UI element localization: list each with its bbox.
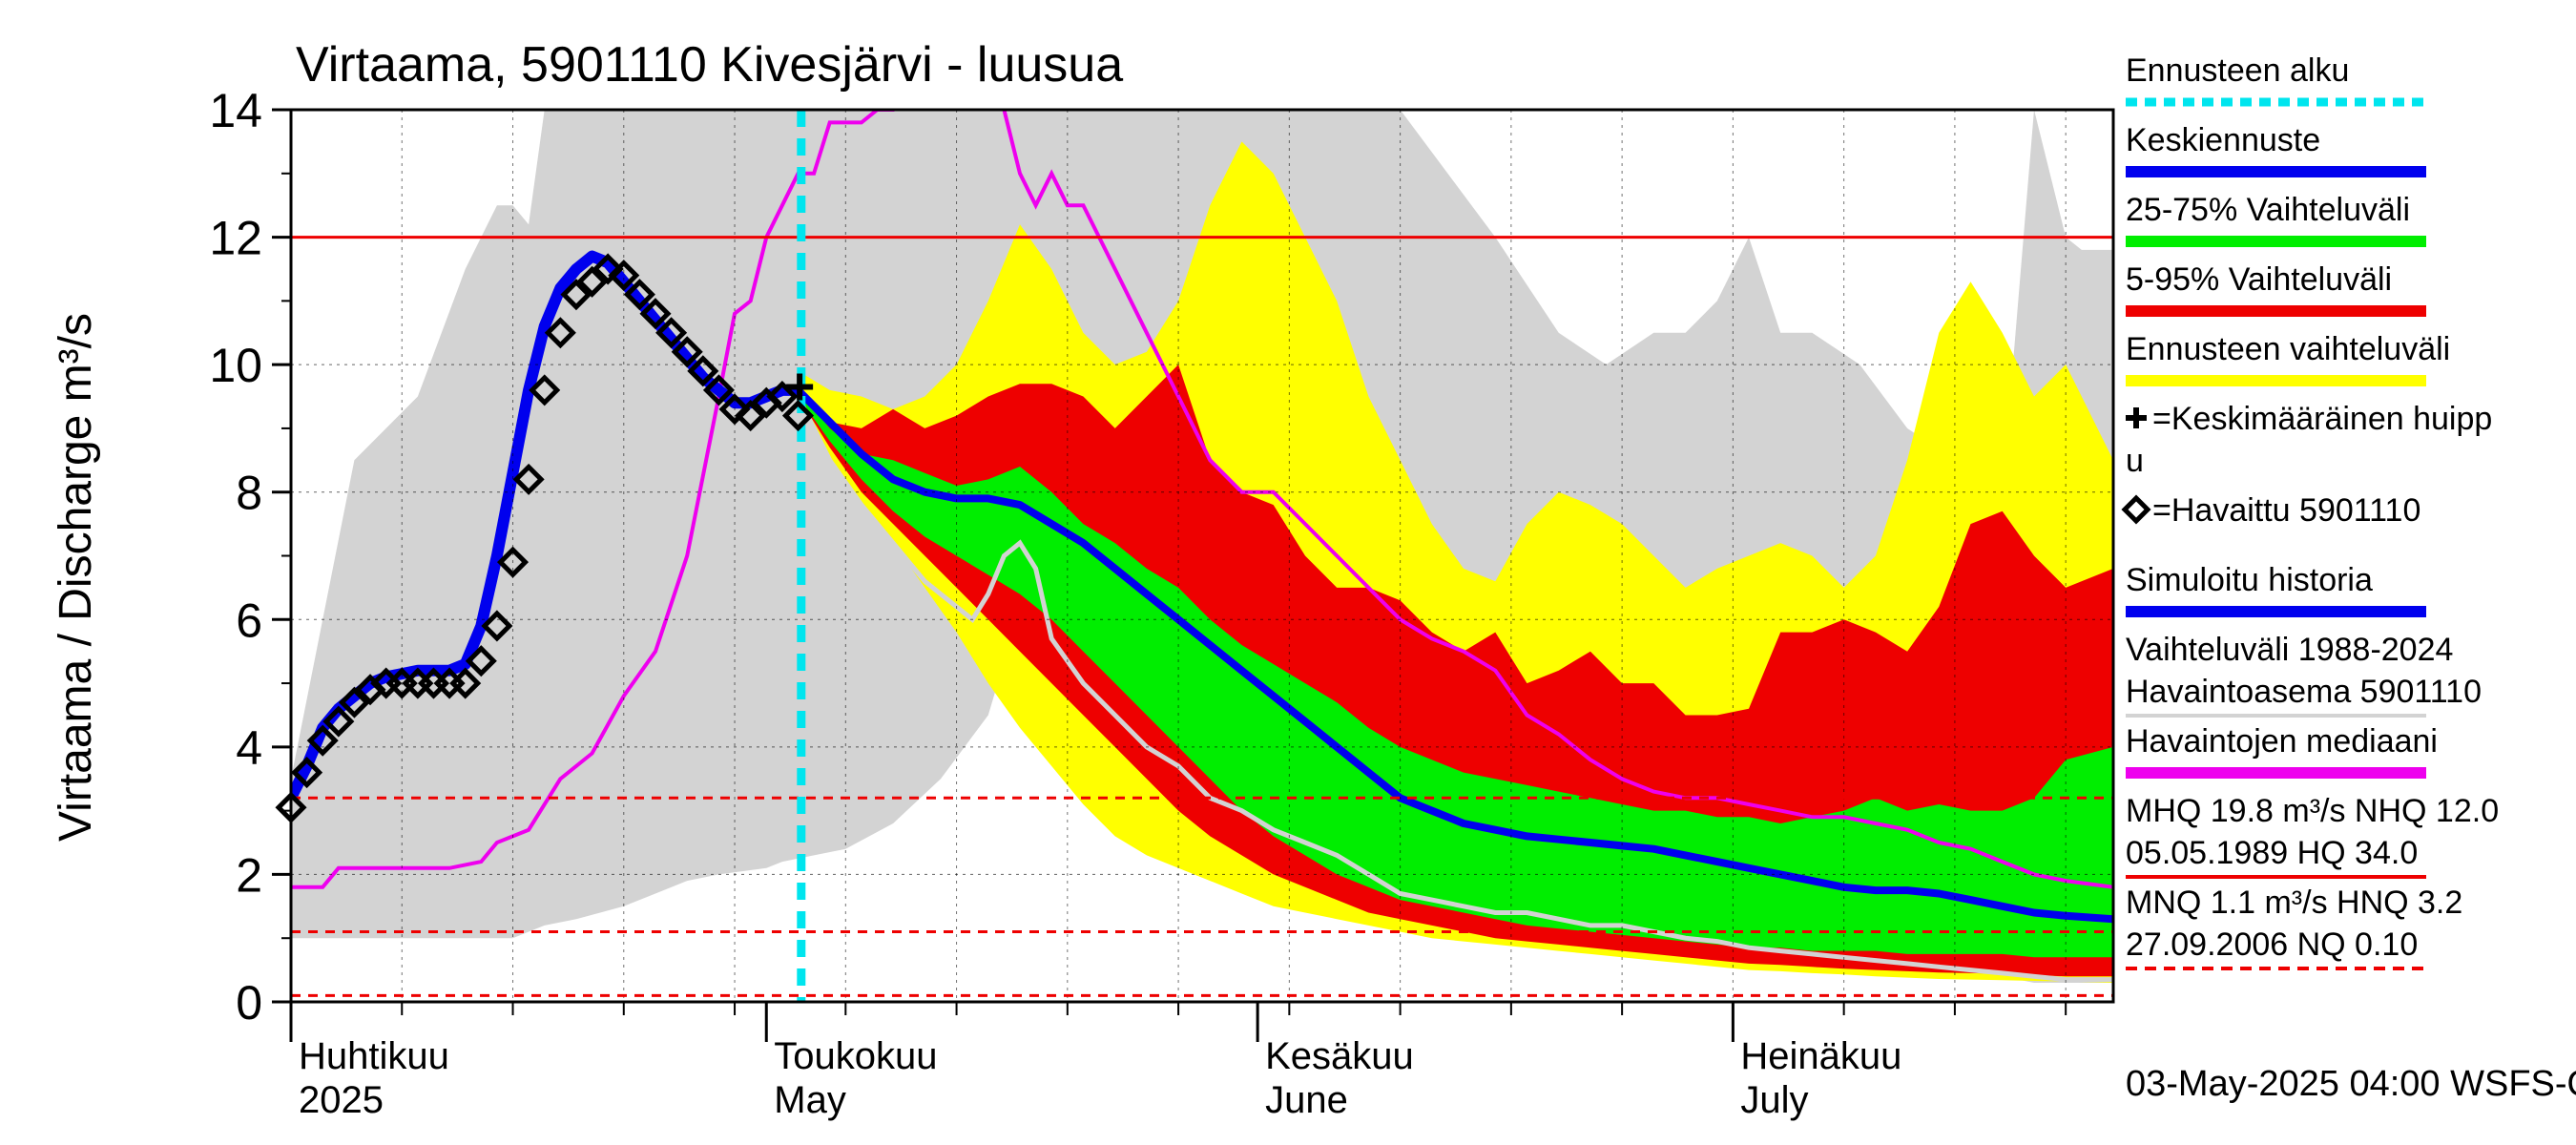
legend-label: Ennusteen alku: [2126, 52, 2349, 89]
legend-label: Havaintojen mediaani: [2126, 723, 2438, 760]
observed-point: [529, 374, 561, 406]
y-ticks: 0 2 4 6 8 10 12 14: [209, 84, 291, 1030]
legend-label: Simuloitu historia: [2126, 562, 2373, 598]
observed-point: [481, 610, 513, 642]
observed-point: [449, 667, 482, 699]
y-tick-label: 10: [209, 339, 262, 392]
observed-point: [322, 705, 355, 738]
legend-label: Vaihteluväli 1988-2024: [2126, 632, 2453, 668]
observed-point: [671, 336, 703, 368]
observed-point: [781, 400, 815, 432]
legend-plus-icon: [2126, 407, 2147, 428]
legend-label-line2: 27.09.2006 NQ 0.10: [2126, 926, 2418, 963]
footer-timestamp: 03-May-2025 04:00 WSFS-O: [2126, 1064, 2576, 1104]
legend-label: =Havaittu 5901110: [2152, 492, 2420, 529]
x-month-label: Kesäkuu: [1265, 1035, 1414, 1077]
observed-point: [465, 645, 497, 677]
observed-point: [338, 686, 370, 718]
legend-label: Ennusteen vaihteluväli: [2126, 331, 2450, 367]
observed-point: [623, 279, 655, 311]
y-tick-label: 6: [236, 593, 262, 647]
observed-point: [735, 400, 767, 432]
grey-trace-line: [796, 395, 2113, 983]
observed-point: [592, 253, 624, 285]
legend-label-line2: 05.05.1989 HQ 34.0: [2126, 835, 2418, 871]
observed-point: [687, 355, 719, 387]
observed-point: [608, 260, 640, 292]
legend-label: Keskiennuste: [2126, 122, 2320, 158]
mean-forecast-line: [795, 387, 2113, 924]
legend: Ennusteen alku Keskiennuste 25-75% Vaihtel…: [2121, 52, 2499, 970]
legend-label: 25-75% Vaihteluväli: [2126, 192, 2410, 228]
observed-point: [496, 546, 530, 578]
observed-point: [766, 381, 799, 413]
observed-point: [639, 298, 672, 330]
x-month-sublabel: July: [1740, 1079, 1808, 1121]
mean-peak-marker: [786, 373, 814, 401]
observed-markers: [275, 253, 815, 823]
y-tick-label: 8: [236, 467, 262, 520]
legend-diamond-icon: [2121, 494, 2151, 525]
y-tick-label: 12: [209, 212, 262, 265]
x-month-sublabel: May: [774, 1079, 846, 1121]
reference-lines: [291, 110, 2113, 1002]
y-tick-label: 0: [236, 976, 262, 1030]
y-tick-label: 14: [209, 84, 262, 137]
observed-point: [560, 279, 592, 311]
plot-area: [291, 110, 2113, 983]
observed-point: [544, 317, 576, 349]
legend-label: MNQ 1.1 m³/s HNQ 3.2: [2126, 885, 2462, 921]
legend-label: 5-95% Vaihteluväli: [2126, 261, 2392, 298]
x-month-sublabel: 2025: [299, 1079, 384, 1121]
x-month-label: Huhtikuu: [299, 1035, 449, 1077]
legend-label-line2: u: [2126, 443, 2144, 479]
y-axis-label: Virtaama / Discharge m³/s: [51, 313, 101, 842]
x-month-sublabel: June: [1265, 1079, 1348, 1121]
observed-point: [655, 317, 688, 349]
chart-title: Virtaama, 5901110 Kivesjärvi - luusua: [296, 37, 1123, 93]
legend-label: MHQ 19.8 m³/s NHQ 12.0: [2126, 793, 2499, 829]
observed-point: [576, 265, 609, 298]
observed-point: [291, 757, 323, 789]
observed-point: [306, 724, 339, 757]
y-tick-label: 2: [236, 848, 262, 902]
observed-point: [512, 463, 545, 495]
legend-label: =Keskimääräinen huipp: [2152, 401, 2492, 437]
legend-label-line2: Havaintoasema 5901110: [2126, 674, 2482, 710]
x-month-label: Heinäkuu: [1740, 1035, 1901, 1077]
observed-point: [702, 374, 735, 406]
observed-point: [718, 393, 751, 426]
x-month-label: Toukokuu: [774, 1035, 937, 1077]
y-tick-label: 4: [236, 721, 262, 775]
